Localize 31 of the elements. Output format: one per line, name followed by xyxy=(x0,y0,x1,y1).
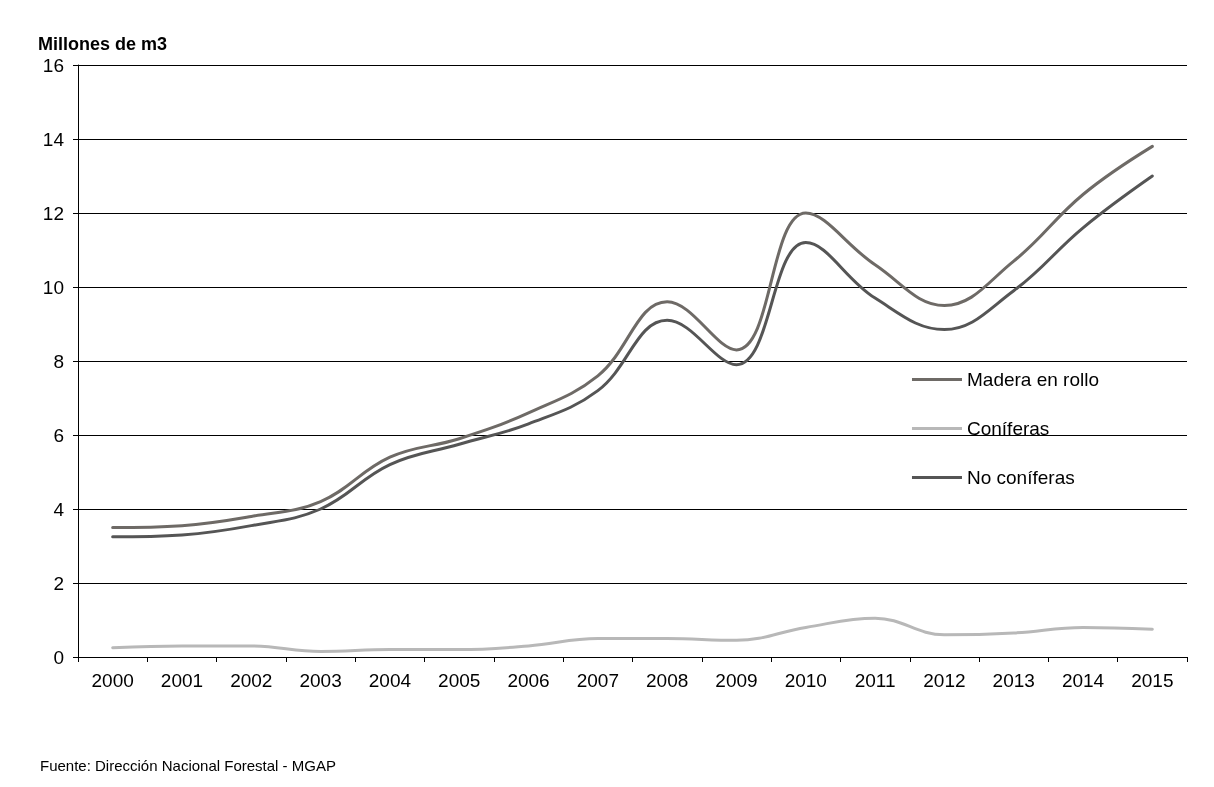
y-tick-label: 4 xyxy=(53,498,65,520)
x-tick-label: 2001 xyxy=(160,670,204,691)
x-tick-label: 2008 xyxy=(646,670,689,691)
source-note: Fuente: Dirección Nacional Forestal - MGAP xyxy=(40,757,336,774)
y-tick-label: 8 xyxy=(53,350,64,372)
y-tick-label: 0 xyxy=(53,646,64,668)
x-tick-label: 2015 xyxy=(1131,670,1174,691)
y-tick-label: 16 xyxy=(42,54,64,76)
y-tick-label: 14 xyxy=(42,128,65,150)
x-tick-label: 2004 xyxy=(368,670,412,691)
x-tick-label: 2012 xyxy=(923,670,966,691)
y-axis-title: Millones de m3 xyxy=(38,34,168,54)
x-tick-label: 2013 xyxy=(992,670,1035,691)
y-tick-label: 2 xyxy=(53,572,64,594)
line-series xyxy=(111,616,1154,653)
x-tick-label: 2009 xyxy=(715,670,758,691)
x-tick-label: 2014 xyxy=(1061,670,1105,691)
x-tick-label: 2002 xyxy=(230,670,273,691)
y-tick-label: 10 xyxy=(42,276,64,298)
y-tick-label: 6 xyxy=(53,424,64,446)
x-tick-label: 2010 xyxy=(784,670,827,691)
x-tick-label: 2005 xyxy=(438,670,481,691)
x-tick-label: 2006 xyxy=(507,670,550,691)
y-tick-label: 12 xyxy=(42,202,64,224)
x-tick-label: 2003 xyxy=(299,670,342,691)
x-tick-label: 2000 xyxy=(91,670,134,691)
legend-label: Coníferas xyxy=(966,418,1050,439)
x-tick-label: 2007 xyxy=(576,670,619,691)
legend-label: Madera en rollo xyxy=(966,369,1100,390)
x-tick-label: 2011 xyxy=(854,670,896,691)
legend-label: No coníferas xyxy=(966,467,1075,488)
